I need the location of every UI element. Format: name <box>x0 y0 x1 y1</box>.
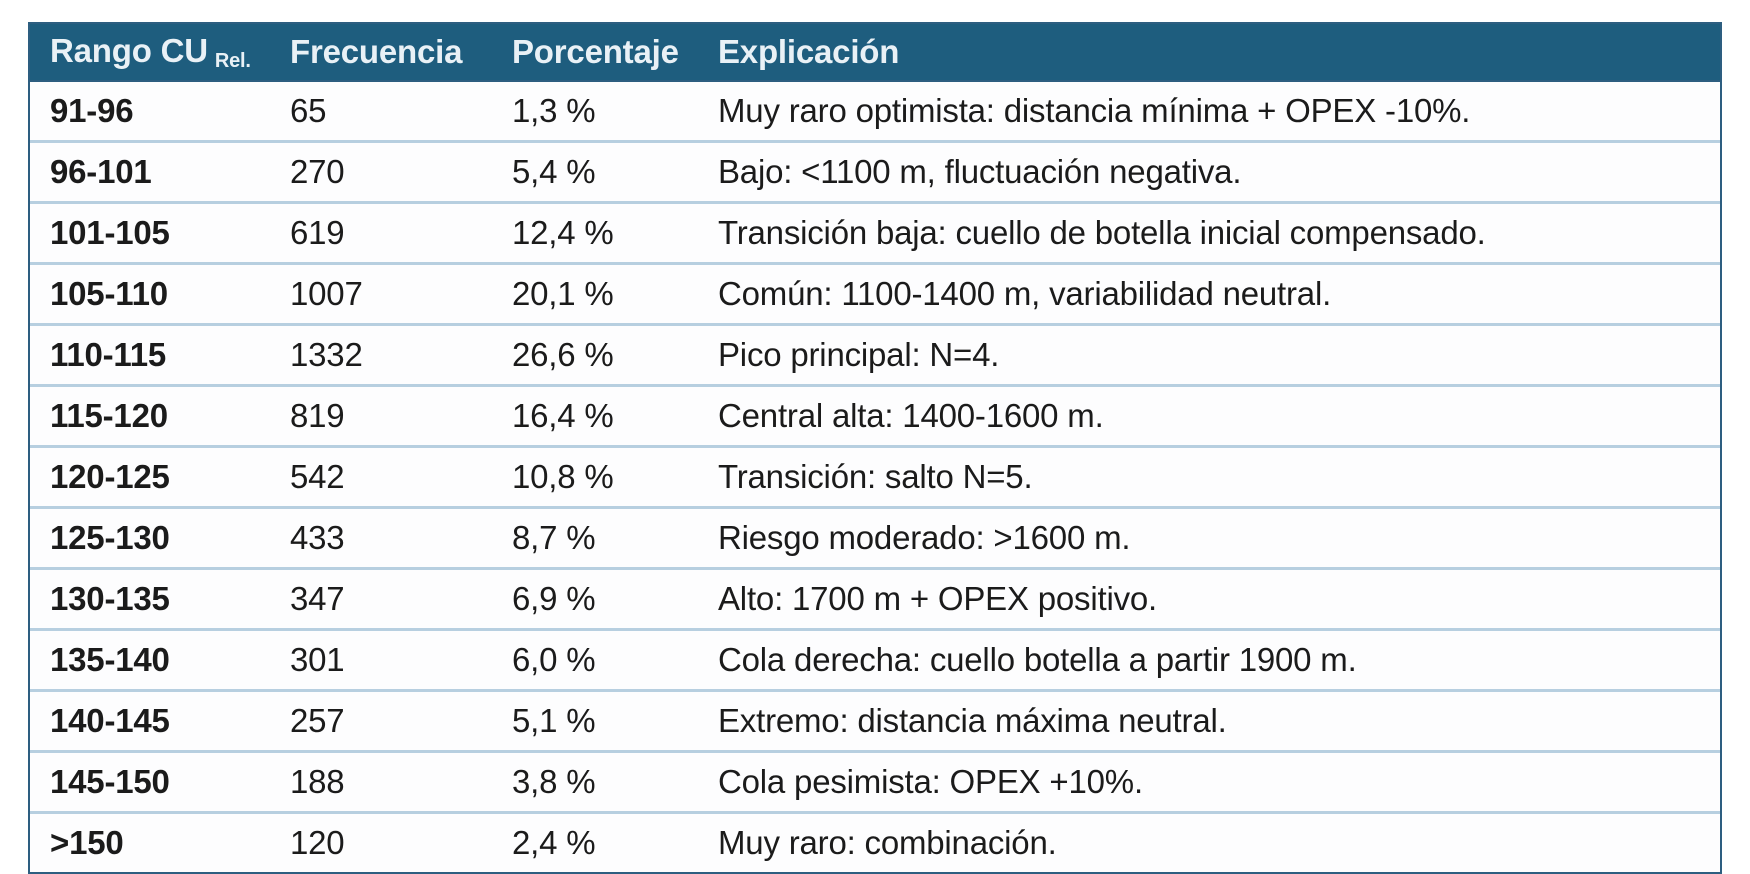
table-row: 120-125 542 10,8 % Transición: salto N=5… <box>30 445 1720 506</box>
col-header-rango-main: Rango CU <box>50 31 208 69</box>
table-row: 91-96 65 1,3 % Muy raro optimista: dista… <box>30 80 1720 140</box>
table-row: 110-115 1332 26,6 % Pico principal: N=4. <box>30 323 1720 384</box>
cell-frecuencia: 270 <box>270 140 492 201</box>
cell-porcentaje: 26,6 % <box>492 323 698 384</box>
cell-rango: >150 <box>30 811 270 872</box>
col-header-porcentaje: Porcentaje <box>492 24 698 80</box>
cell-frecuencia: 120 <box>270 811 492 872</box>
cell-rango: 125-130 <box>30 506 270 567</box>
cell-explicacion: Transición baja: cuello de botella inici… <box>698 201 1720 262</box>
col-header-rango-cu: Rango CU Rel. <box>30 24 270 80</box>
cell-explicacion: Cola pesimista: OPEX +10%. <box>698 750 1720 811</box>
cell-frecuencia: 188 <box>270 750 492 811</box>
col-header-explicacion: Explicación <box>698 24 1720 80</box>
cell-porcentaje: 8,7 % <box>492 506 698 567</box>
cell-porcentaje: 12,4 % <box>492 201 698 262</box>
cell-explicacion: Transición: salto N=5. <box>698 445 1720 506</box>
cell-rango: 115-120 <box>30 384 270 445</box>
cell-explicacion: Alto: 1700 m + OPEX positivo. <box>698 567 1720 628</box>
col-header-rango-subscript: Rel. <box>214 49 251 72</box>
cell-frecuencia: 619 <box>270 201 492 262</box>
table-row: 125-130 433 8,7 % Riesgo moderado: >1600… <box>30 506 1720 567</box>
table-row: 145-150 188 3,8 % Cola pesimista: OPEX +… <box>30 750 1720 811</box>
cell-porcentaje: 5,1 % <box>492 689 698 750</box>
table-header: Rango CU Rel. Frecuencia Porcentaje Expli… <box>30 24 1720 80</box>
cell-explicacion: Central alta: 1400-1600 m. <box>698 384 1720 445</box>
cell-frecuencia: 1332 <box>270 323 492 384</box>
cell-frecuencia: 301 <box>270 628 492 689</box>
table-body: 91-96 65 1,3 % Muy raro optimista: dista… <box>30 80 1720 872</box>
cell-explicacion: Común: 1100-1400 m, variabilidad neutral… <box>698 262 1720 323</box>
table-row: 140-145 257 5,1 % Extremo: distancia máx… <box>30 689 1720 750</box>
cell-rango: 130-135 <box>30 567 270 628</box>
cu-distribution-table-container: Rango CU Rel. Frecuencia Porcentaje Expli… <box>28 22 1722 874</box>
cell-explicacion: Pico principal: N=4. <box>698 323 1720 384</box>
cell-frecuencia: 347 <box>270 567 492 628</box>
table-row: 115-120 819 16,4 % Central alta: 1400-16… <box>30 384 1720 445</box>
cell-explicacion: Bajo: <1100 m, fluctuación negativa. <box>698 140 1720 201</box>
table-row: 96-101 270 5,4 % Bajo: <1100 m, fluctuac… <box>30 140 1720 201</box>
cell-frecuencia: 257 <box>270 689 492 750</box>
cell-frecuencia: 65 <box>270 80 492 140</box>
cell-explicacion: Muy raro: combinación. <box>698 811 1720 872</box>
cu-distribution-table: Rango CU Rel. Frecuencia Porcentaje Expli… <box>28 22 1722 874</box>
cell-rango: 110-115 <box>30 323 270 384</box>
cell-porcentaje: 10,8 % <box>492 445 698 506</box>
cell-frecuencia: 542 <box>270 445 492 506</box>
cell-rango: 105-110 <box>30 262 270 323</box>
table-row: 130-135 347 6,9 % Alto: 1700 m + OPEX po… <box>30 567 1720 628</box>
cell-frecuencia: 819 <box>270 384 492 445</box>
cell-porcentaje: 20,1 % <box>492 262 698 323</box>
cell-explicacion: Extremo: distancia máxima neutral. <box>698 689 1720 750</box>
cell-rango: 96-101 <box>30 140 270 201</box>
table-row: >150 120 2,4 % Muy raro: combinación. <box>30 811 1720 872</box>
cell-rango: 91-96 <box>30 80 270 140</box>
table-row: 101-105 619 12,4 % Transición baja: cuel… <box>30 201 1720 262</box>
cell-rango: 140-145 <box>30 689 270 750</box>
cell-frecuencia: 1007 <box>270 262 492 323</box>
cell-explicacion: Cola derecha: cuello botella a partir 19… <box>698 628 1720 689</box>
header-row: Rango CU Rel. Frecuencia Porcentaje Expli… <box>30 24 1720 80</box>
cell-rango: 135-140 <box>30 628 270 689</box>
cell-porcentaje: 5,4 % <box>492 140 698 201</box>
cell-rango: 101-105 <box>30 201 270 262</box>
cell-porcentaje: 6,9 % <box>492 567 698 628</box>
cell-explicacion: Riesgo moderado: >1600 m. <box>698 506 1720 567</box>
table-row: 105-110 1007 20,1 % Común: 1100-1400 m, … <box>30 262 1720 323</box>
cell-explicacion: Muy raro optimista: distancia mínima + O… <box>698 80 1720 140</box>
cell-rango: 145-150 <box>30 750 270 811</box>
cell-porcentaje: 16,4 % <box>492 384 698 445</box>
table-row: 135-140 301 6,0 % Cola derecha: cuello b… <box>30 628 1720 689</box>
cell-porcentaje: 6,0 % <box>492 628 698 689</box>
cell-porcentaje: 1,3 % <box>492 80 698 140</box>
cell-porcentaje: 3,8 % <box>492 750 698 811</box>
cell-porcentaje: 2,4 % <box>492 811 698 872</box>
cell-frecuencia: 433 <box>270 506 492 567</box>
col-header-frecuencia: Frecuencia <box>270 24 492 80</box>
cell-rango: 120-125 <box>30 445 270 506</box>
